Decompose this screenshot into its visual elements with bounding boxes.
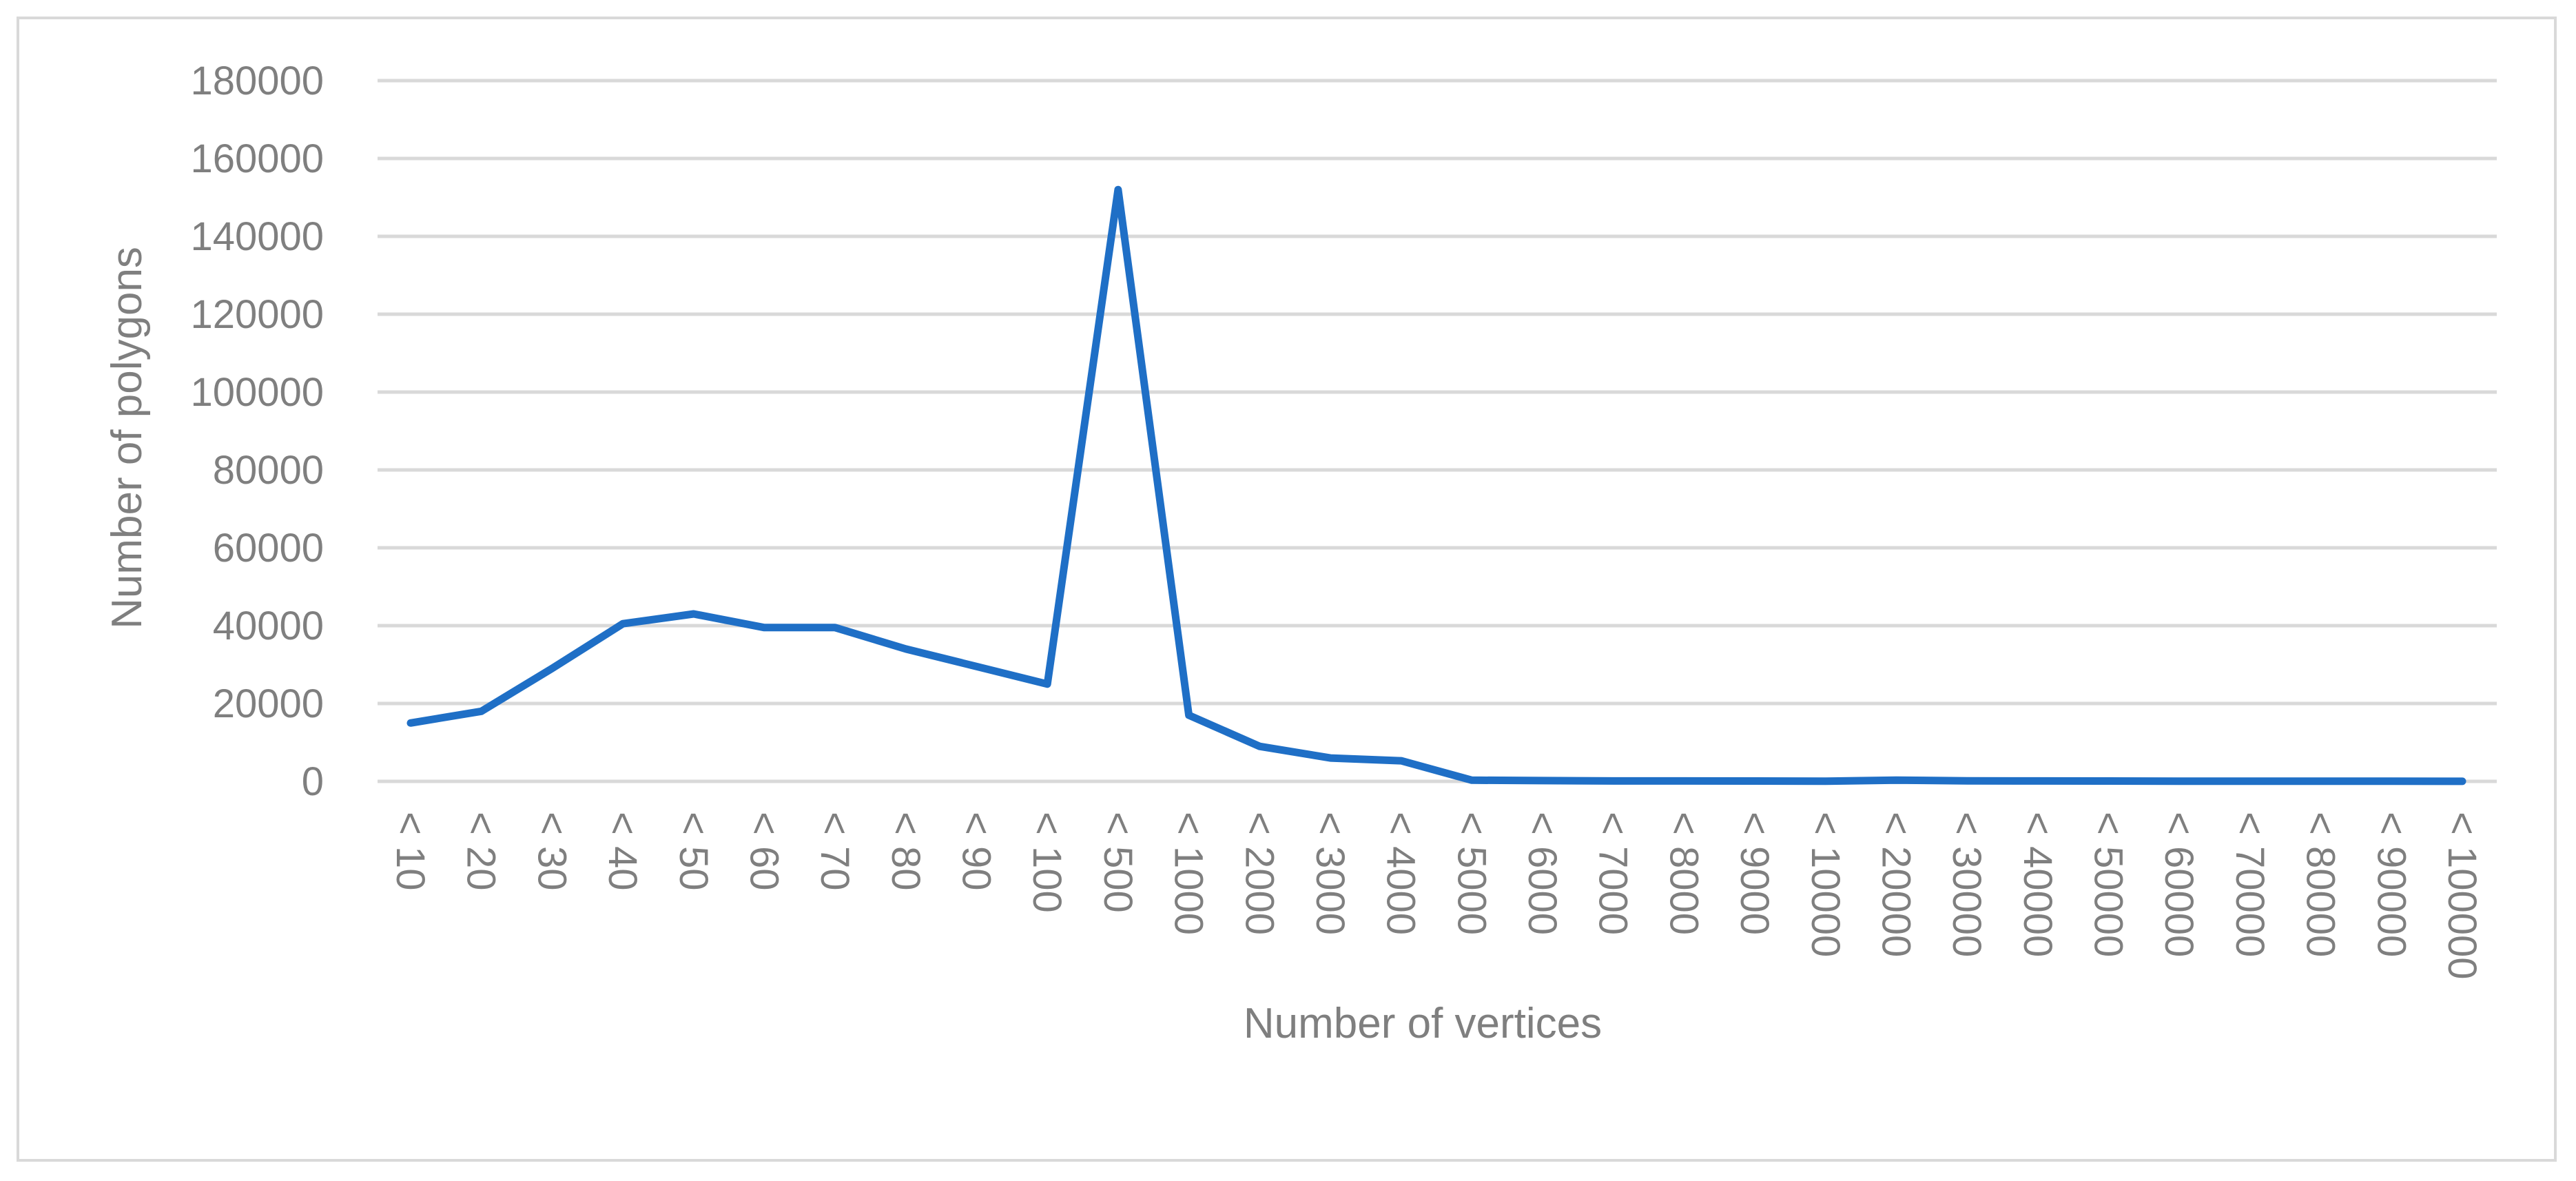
series-line — [406, 185, 2466, 785]
y-axis-tick-labels: 0 20000 40000 60000 80000 100000 120000 140000 1… — [190, 59, 324, 804]
x-tick-label: < 20000 — [1873, 812, 1918, 957]
x-tick-label: < 100 — [1024, 812, 1069, 913]
series-lines — [406, 185, 2466, 785]
x-axis-tick-labels: < 10 < 20 < 30 < 40 < 50 < 60 < 70 < 80 < 90 < 10… — [388, 812, 2484, 980]
x-tick-label: < 50000 — [2086, 812, 2131, 957]
x-tick-label: < 10 — [388, 812, 433, 891]
y-tick-label: 100000 — [190, 370, 324, 415]
x-tick-label: < 10000 — [1803, 812, 1848, 957]
x-tick-label: < 60000 — [2156, 812, 2201, 957]
x-axis-title: Number of vertices — [1244, 1000, 1602, 1047]
x-tick-label: < 8000 — [1661, 812, 1706, 935]
x-tick-label: < 30 — [529, 812, 574, 891]
y-tick-label: 160000 — [190, 136, 324, 181]
x-tick-label: < 80 — [883, 812, 928, 891]
y-tick-label: 180000 — [190, 59, 324, 103]
x-tick-label: < 2000 — [1237, 812, 1281, 935]
x-tick-label: < 90000 — [2369, 812, 2413, 957]
x-tick-label: < 500 — [1095, 812, 1140, 913]
y-tick-label: 120000 — [190, 292, 324, 337]
x-tick-label: < 6000 — [1520, 812, 1565, 935]
x-tick-label: < 3000 — [1308, 812, 1352, 935]
x-tick-label: < 5000 — [1449, 812, 1494, 935]
x-tick-label: < 20 — [459, 812, 504, 891]
x-tick-label: < 30000 — [1944, 812, 1989, 957]
gridlines — [378, 79, 2497, 783]
y-tick-label: 140000 — [190, 214, 324, 259]
x-tick-label: < 70000 — [2227, 812, 2272, 957]
x-tick-label: < 100000 — [2440, 812, 2484, 980]
x-tick-label: < 4000 — [1379, 812, 1423, 935]
y-tick-label: 80000 — [213, 448, 324, 493]
y-tick-label: 40000 — [213, 604, 324, 648]
x-tick-label: < 90 — [954, 812, 999, 891]
x-tick-label: < 40 — [600, 812, 645, 891]
x-tick-label: < 80000 — [2298, 812, 2343, 957]
x-tick-label: < 70 — [812, 812, 857, 891]
y-tick-label: 0 — [302, 759, 324, 804]
x-tick-label: < 7000 — [1591, 812, 1636, 935]
y-tick-label: 20000 — [213, 681, 324, 726]
y-tick-label: 60000 — [213, 526, 324, 571]
chart-frame — [17, 17, 2557, 1162]
x-tick-label: < 60 — [741, 812, 786, 891]
x-tick-label: < 9000 — [1732, 812, 1777, 935]
x-tick-label: < 50 — [671, 812, 716, 891]
x-tick-label: < 40000 — [2015, 812, 2060, 957]
y-axis-title: Number of polygons — [103, 247, 151, 629]
x-tick-label: < 1000 — [1166, 812, 1211, 935]
